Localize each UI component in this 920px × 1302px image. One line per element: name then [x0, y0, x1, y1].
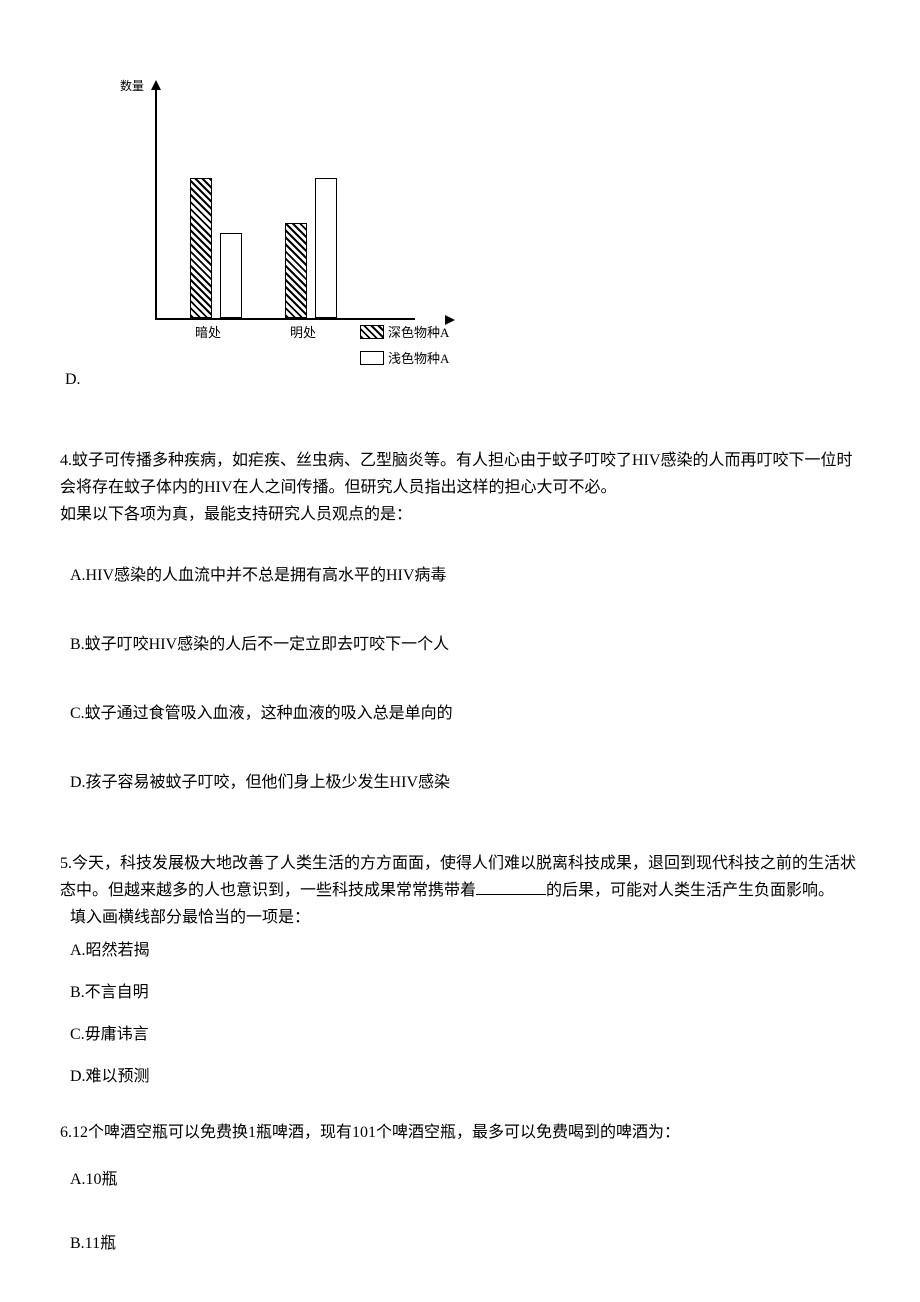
q5-text-after: 的后果，可能对人类生活产生负面影响。: [546, 882, 834, 899]
q6-option-a[interactable]: A.10瓶: [70, 1168, 865, 1192]
legend-swatch-empty-icon: [360, 351, 384, 365]
q5-prompt: 填入画横线部分最恰当的一项是：: [70, 904, 865, 931]
q5-option-a[interactable]: A.昭然若揭: [70, 939, 865, 963]
legend-dark-label: 深色物种A: [388, 323, 449, 343]
x-label-bright: 明处: [290, 323, 316, 343]
q6-stem: 6.12个啤酒空瓶可以免费换1瓶啤酒，现有101个啤酒空瓶，最多可以免费喝到的啤…: [60, 1119, 865, 1146]
q4-option-c[interactable]: C.蚊子通过食管吸入血液，这种血液的吸入总是单向的: [70, 702, 865, 726]
y-axis-label: 数量: [120, 80, 148, 93]
q4-option-b[interactable]: B.蚊子叮咬HIV感染的人后不一定立即去叮咬下一个人: [70, 633, 865, 657]
q6-option-b[interactable]: B.11瓶: [70, 1232, 865, 1256]
bar-light-a-dark-place: [220, 233, 242, 318]
q5-option-c[interactable]: C.毋庸讳言: [70, 1023, 865, 1047]
chart-option-d-label: D.: [65, 368, 865, 392]
bar-dark-a-dark-place: [190, 178, 212, 318]
x-axis: [155, 318, 415, 320]
q4-option-a[interactable]: A.HIV感染的人血流中并不总是拥有高水平的HIV病毒: [70, 564, 865, 588]
q5-option-d[interactable]: D.难以预测: [70, 1065, 865, 1089]
q4-prompt: 如果以下各项为真，最能支持研究人员观点的是：: [60, 501, 865, 528]
y-axis: [155, 85, 157, 320]
legend-light-label: 浅色物种A: [388, 349, 449, 369]
bar-dark-a-bright-place: [285, 223, 307, 318]
q4-option-d[interactable]: D.孩子容易被蚊子叮咬，但他们身上极少发生HIV感染: [70, 771, 865, 795]
chart-option-d: 数量 暗处 明处 深色物种A 浅色物种A: [120, 80, 450, 360]
legend-light-species: 浅色物种A: [360, 349, 449, 369]
x-label-dark: 暗处: [195, 323, 221, 343]
question-6: 6.12个啤酒空瓶可以免费换1瓶啤酒，现有101个啤酒空瓶，最多可以免费喝到的啤…: [60, 1119, 865, 1256]
q5-option-b[interactable]: B.不言自明: [70, 981, 865, 1005]
legend-swatch-hatched-icon: [360, 325, 384, 339]
q4-stem: 4.蚊子可传播多种疾病，如疟疾、丝虫病、乙型脑炎等。有人担心由于蚊子叮咬了HIV…: [60, 447, 865, 501]
legend-dark-species: 深色物种A: [360, 323, 449, 343]
q5-stem: 5.今天，科技发展极大地改善了人类生活的方方面面，使得人们难以脱离科技成果，退回…: [60, 850, 865, 904]
q5-blank: [476, 879, 546, 895]
bar-light-a-bright-place: [315, 178, 337, 318]
question-5: 5.今天，科技发展极大地改善了人类生活的方方面面，使得人们难以脱离科技成果，退回…: [60, 850, 865, 1090]
question-4: 4.蚊子可传播多种疾病，如疟疾、丝虫病、乙型脑炎等。有人担心由于蚊子叮咬了HIV…: [60, 447, 865, 795]
